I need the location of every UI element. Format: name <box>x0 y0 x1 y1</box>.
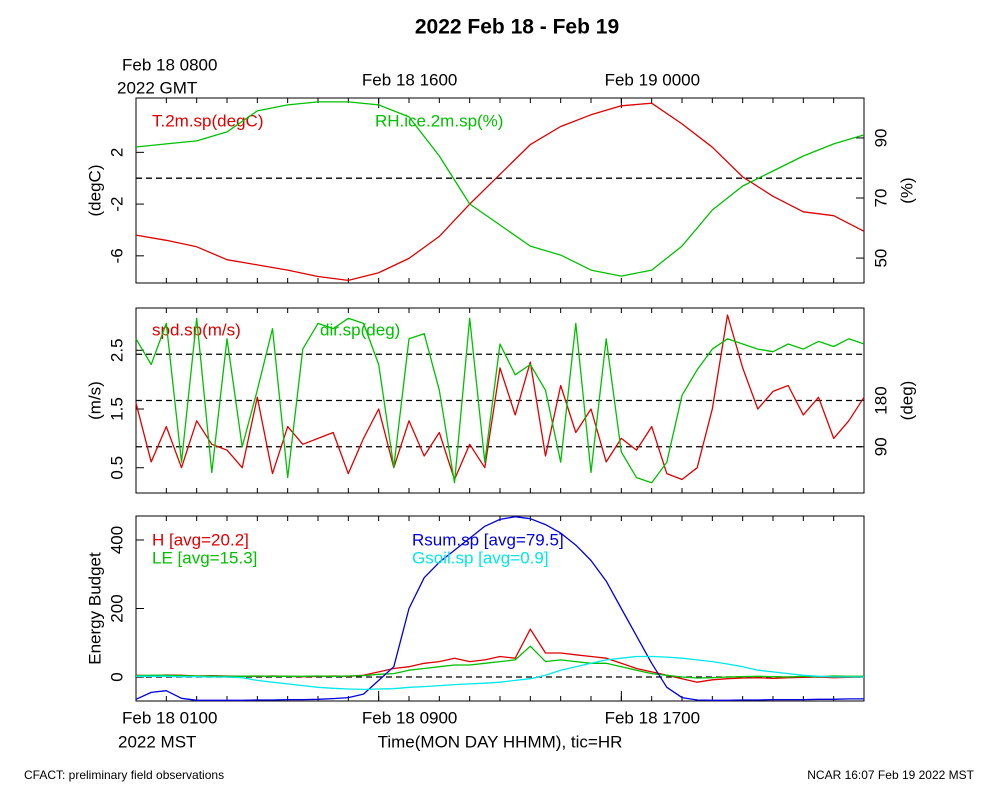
legend-label: H [avg=20.2] <box>152 530 249 549</box>
y-tick-label: 400 <box>107 526 126 554</box>
series-line <box>135 314 865 481</box>
x-tick-label: Feb 18 1700 <box>605 708 700 727</box>
footer-left: CFACT: preliminary field observations <box>24 768 224 782</box>
x-tick-label: Feb 18 0100 <box>122 708 217 727</box>
legend-label: RH.ice.2m.sp(%) <box>375 111 503 130</box>
legend-label: spd.sp(m/s) <box>152 320 241 339</box>
legend-label: dir.sp(deg) <box>320 320 400 339</box>
y-tick-label: -2 <box>107 197 126 212</box>
footer-right: NCAR 16:07 Feb 19 2022 MST <box>807 768 974 782</box>
legend-label: Gsoil.sp [avg=0.9] <box>412 548 549 567</box>
y-tick-label: 2.5 <box>107 338 126 362</box>
y2-tick-label: 90 <box>871 437 890 456</box>
y2-axis-label: (%) <box>897 177 916 203</box>
chart-title: 2022 Feb 18 - Feb 19 <box>415 16 619 39</box>
y-tick-label: 2 <box>107 148 126 157</box>
x2-axis-sublabel: 2022 GMT <box>117 78 197 97</box>
series-line <box>135 645 864 679</box>
y-axis-label: Energy Budget <box>85 552 104 665</box>
y2-tick-label: 90 <box>871 128 890 147</box>
series-line <box>135 102 865 282</box>
y-axis-label: (m/s) <box>85 381 104 420</box>
series-line <box>135 516 864 701</box>
legend-label: Rsum.sp [avg=79.5] <box>412 530 564 549</box>
y2-tick-label: 70 <box>871 189 890 208</box>
y-tick-label: 0.5 <box>107 456 126 480</box>
y-tick-label: -6 <box>107 248 126 263</box>
series-line <box>135 101 865 277</box>
series-line <box>136 655 864 691</box>
y-tick-label: 0 <box>107 672 126 681</box>
y-tick-label: 200 <box>107 594 126 622</box>
x-axis-sublabel: 2022 MST <box>118 732 196 751</box>
y-tick-label: 1.5 <box>107 397 126 421</box>
y2-tick-label: 180 <box>871 386 890 414</box>
x2-tick-label: Feb 18 1600 <box>362 70 457 89</box>
y2-tick-label: 50 <box>871 249 890 268</box>
x-tick-label: Feb 18 0900 <box>362 708 457 727</box>
x-axis-label: Time(MON DAY HHMM), tic=HR <box>378 732 623 751</box>
legend-label: LE [avg=15.3] <box>152 548 257 567</box>
x2-tick-label: Feb 18 0800 <box>122 55 217 74</box>
y-axis-label: (degC) <box>85 165 104 217</box>
x2-tick-label: Feb 19 0000 <box>605 70 700 89</box>
y2-axis-label: (deg) <box>897 381 916 421</box>
legend-label: T.2m.sp(degC) <box>152 111 263 130</box>
series-line <box>135 317 865 484</box>
